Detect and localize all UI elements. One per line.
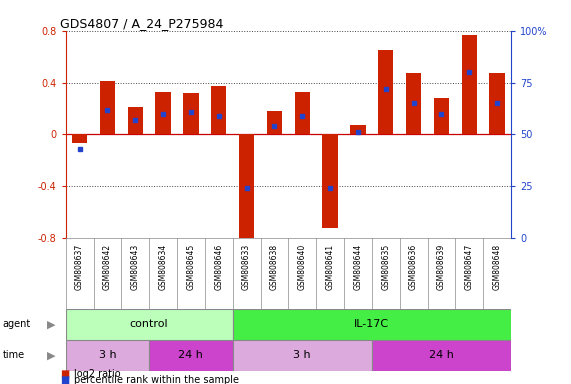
Text: time: time [3, 350, 25, 360]
Bar [406, 73, 421, 134]
Bar [239, 134, 254, 242]
Bar [489, 73, 505, 134]
Text: GSM808633: GSM808633 [242, 244, 251, 290]
Bar [149, 340, 233, 371]
Text: percentile rank within the sample: percentile rank within the sample [74, 375, 239, 384]
Text: GSM808634: GSM808634 [159, 244, 168, 290]
Bar [378, 50, 393, 134]
Bar [350, 125, 365, 134]
Bar [183, 93, 199, 134]
Text: ■: ■ [60, 375, 69, 384]
Text: GSM808638: GSM808638 [270, 244, 279, 290]
Text: GSM808640: GSM808640 [297, 244, 307, 290]
Text: GSM808644: GSM808644 [353, 244, 363, 290]
Text: GSM808643: GSM808643 [131, 244, 140, 290]
Bar [372, 340, 511, 371]
Text: GSM808637: GSM808637 [75, 244, 84, 290]
Bar [295, 92, 310, 134]
Bar [434, 98, 449, 134]
Text: control: control [130, 319, 168, 329]
Bar [233, 340, 372, 371]
Text: GSM808647: GSM808647 [465, 244, 474, 290]
Text: 3 h: 3 h [293, 350, 311, 360]
Bar [127, 107, 143, 134]
Text: GSM808635: GSM808635 [381, 244, 391, 290]
Text: 24 h: 24 h [179, 350, 203, 360]
Text: 24 h: 24 h [429, 350, 454, 360]
Bar [211, 86, 227, 134]
Text: IL-17C: IL-17C [354, 319, 389, 329]
Bar [233, 309, 511, 340]
Bar [155, 92, 171, 134]
Bar [72, 134, 87, 144]
Bar [461, 35, 477, 134]
Text: log2 ratio: log2 ratio [74, 369, 121, 379]
Bar [100, 81, 115, 134]
Text: GSM808642: GSM808642 [103, 244, 112, 290]
Bar [267, 111, 282, 134]
Text: agent: agent [3, 319, 31, 329]
Text: GSM808645: GSM808645 [186, 244, 195, 290]
Bar [323, 134, 338, 228]
Text: GSM808636: GSM808636 [409, 244, 418, 290]
Text: ▶: ▶ [47, 350, 56, 360]
Text: GSM808648: GSM808648 [493, 244, 502, 290]
Bar [66, 340, 149, 371]
Text: ■: ■ [60, 369, 69, 379]
Bar [66, 309, 233, 340]
Text: 3 h: 3 h [99, 350, 116, 360]
Text: ▶: ▶ [47, 319, 56, 329]
Text: GDS4807 / A_24_P275984: GDS4807 / A_24_P275984 [60, 17, 223, 30]
Text: GSM808641: GSM808641 [325, 244, 335, 290]
Text: GSM808646: GSM808646 [214, 244, 223, 290]
Text: GSM808639: GSM808639 [437, 244, 446, 290]
